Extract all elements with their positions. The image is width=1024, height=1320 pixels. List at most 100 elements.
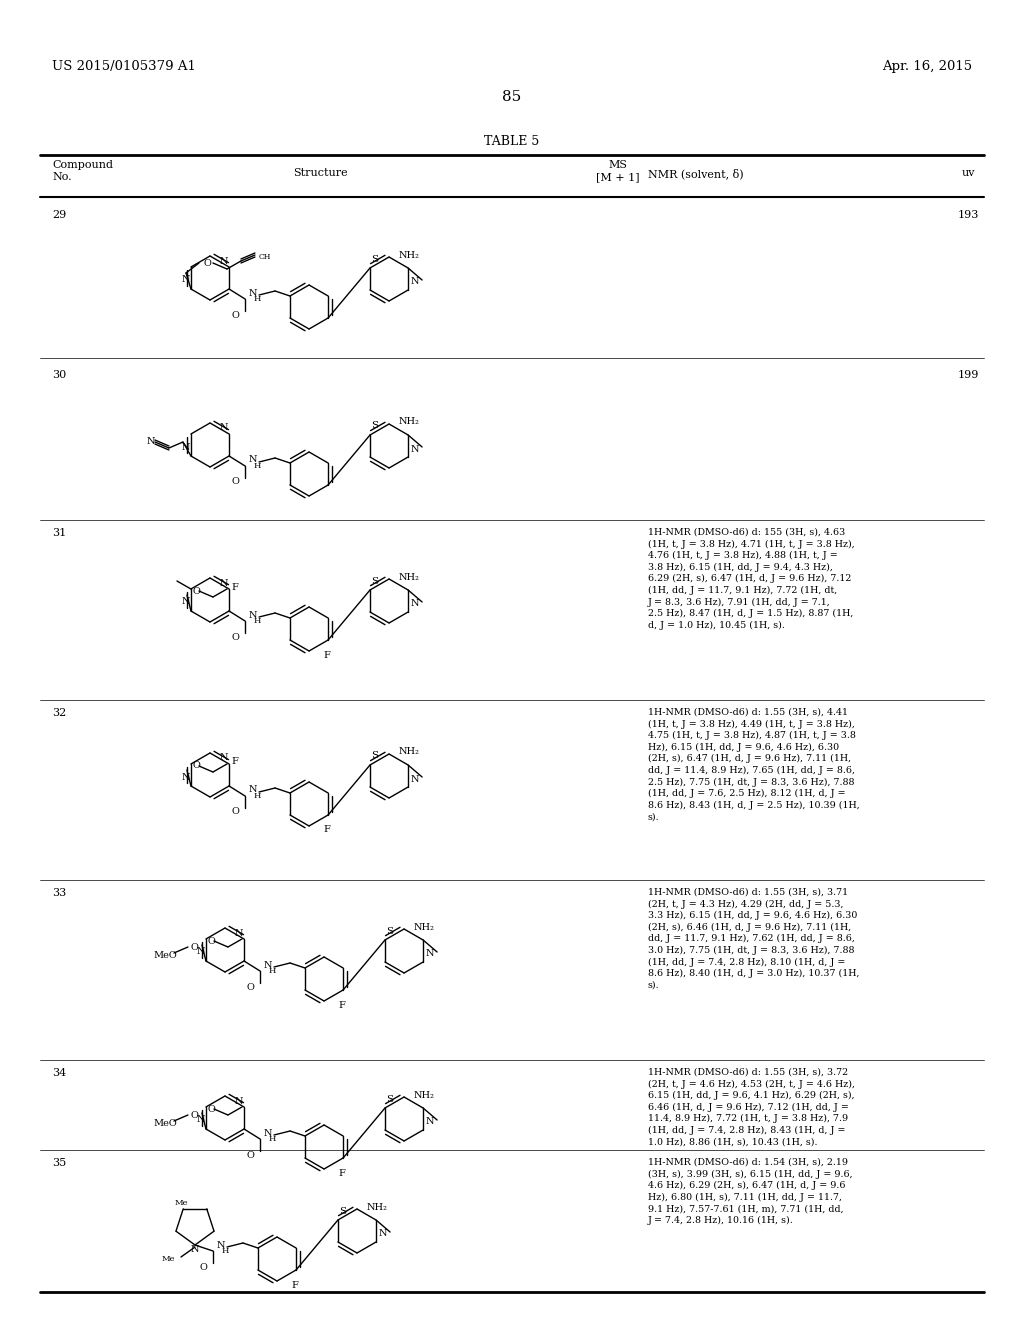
Text: O: O — [193, 586, 201, 595]
Text: N: N — [379, 1229, 387, 1238]
Text: 199: 199 — [957, 370, 979, 380]
Text: 34: 34 — [52, 1068, 67, 1078]
Text: N: N — [249, 785, 257, 795]
Text: CH: CH — [259, 253, 271, 261]
Text: F: F — [291, 1280, 298, 1290]
Text: Apr. 16, 2015: Apr. 16, 2015 — [882, 59, 972, 73]
Text: NH₂: NH₂ — [399, 251, 420, 260]
Text: No.: No. — [52, 172, 72, 182]
Text: N: N — [220, 424, 228, 433]
Text: O: O — [208, 1105, 216, 1114]
Text: Me: Me — [174, 1199, 187, 1206]
Text: MeO: MeO — [154, 1118, 178, 1127]
Text: H: H — [253, 462, 261, 470]
Text: N: N — [234, 928, 244, 937]
Text: H: H — [253, 792, 261, 800]
Text: N: N — [264, 1129, 272, 1138]
Text: 30: 30 — [52, 370, 67, 380]
Text: Compound: Compound — [52, 160, 113, 170]
Text: S: S — [372, 421, 379, 430]
Text: N: N — [197, 948, 205, 957]
Text: N: N — [197, 1115, 205, 1125]
Text: NMR (solvent, δ): NMR (solvent, δ) — [648, 168, 743, 178]
Text: S: S — [372, 751, 379, 760]
Text: 1H-NMR (DMSO-d6) d: 1.54 (3H, s), 2.19
(3H, s), 3.99 (3H, s), 6.15 (1H, dd, J = : 1H-NMR (DMSO-d6) d: 1.54 (3H, s), 2.19 (… — [648, 1158, 853, 1225]
Text: N: N — [190, 1245, 200, 1254]
Text: N: N — [181, 772, 190, 781]
Text: N: N — [181, 442, 190, 451]
Text: uv: uv — [962, 168, 975, 178]
Text: 1H-NMR (DMSO-d6) d: 155 (3H, s), 4.63
(1H, t, J = 3.8 Hz), 4.71 (1H, t, J = 3.8 : 1H-NMR (DMSO-d6) d: 155 (3H, s), 4.63 (1… — [648, 528, 855, 630]
Text: N: N — [249, 455, 257, 465]
Text: H: H — [221, 1247, 228, 1255]
Text: F: F — [338, 1001, 345, 1010]
Text: N: N — [411, 277, 419, 286]
Text: 85: 85 — [503, 90, 521, 104]
Text: H: H — [268, 968, 275, 975]
Text: F: F — [231, 582, 238, 591]
Text: N: N — [220, 256, 228, 265]
Text: N: N — [411, 599, 419, 609]
Text: 193: 193 — [957, 210, 979, 220]
Text: TABLE 5: TABLE 5 — [484, 135, 540, 148]
Text: N: N — [181, 598, 190, 606]
Text: N: N — [426, 1118, 434, 1126]
Text: S: S — [386, 927, 393, 936]
Text: H: H — [253, 616, 261, 624]
Text: N: N — [264, 961, 272, 969]
Text: NH₂: NH₂ — [399, 747, 420, 756]
Text: 31: 31 — [52, 528, 67, 539]
Text: O: O — [246, 1151, 254, 1159]
Text: N: N — [181, 276, 190, 285]
Text: MeO: MeO — [154, 950, 178, 960]
Text: 1H-NMR (DMSO-d6) d: 1.55 (3H, s), 3.72
(2H, t, J = 4.6 Hz), 4.53 (2H, t, J = 4.6: 1H-NMR (DMSO-d6) d: 1.55 (3H, s), 3.72 (… — [648, 1068, 855, 1147]
Text: Structure: Structure — [293, 168, 347, 178]
Text: F: F — [231, 758, 238, 767]
Text: Me: Me — [162, 1255, 175, 1263]
Text: N: N — [220, 754, 228, 763]
Text: S: S — [372, 577, 379, 586]
Text: O: O — [231, 478, 239, 487]
Text: NH₂: NH₂ — [367, 1203, 388, 1212]
Text: 32: 32 — [52, 708, 67, 718]
Text: MS: MS — [608, 160, 628, 170]
Text: O: O — [246, 982, 254, 991]
Text: O: O — [203, 259, 211, 268]
Text: 35: 35 — [52, 1158, 67, 1168]
Text: N: N — [234, 1097, 244, 1106]
Text: F: F — [323, 651, 330, 660]
Text: N: N — [220, 578, 228, 587]
Text: O: O — [231, 632, 239, 642]
Text: N: N — [217, 1241, 225, 1250]
Text: N: N — [411, 775, 419, 784]
Text: O: O — [231, 310, 239, 319]
Text: S: S — [372, 255, 379, 264]
Text: N: N — [146, 437, 156, 446]
Text: [M + 1]: [M + 1] — [596, 172, 640, 182]
Text: O: O — [199, 1262, 207, 1271]
Text: O: O — [231, 808, 239, 817]
Text: N: N — [411, 445, 419, 454]
Text: 1H-NMR (DMSO-d6) d: 1.55 (3H, s), 3.71
(2H, t, J = 4.3 Hz), 4.29 (2H, dd, J = 5.: 1H-NMR (DMSO-d6) d: 1.55 (3H, s), 3.71 (… — [648, 888, 859, 990]
Text: N: N — [249, 610, 257, 619]
Text: 29: 29 — [52, 210, 67, 220]
Text: N: N — [426, 949, 434, 958]
Text: 33: 33 — [52, 888, 67, 898]
Text: NH₂: NH₂ — [414, 923, 435, 932]
Text: O: O — [208, 936, 216, 945]
Text: S: S — [386, 1094, 393, 1104]
Text: F: F — [338, 1168, 345, 1177]
Text: H: H — [268, 1135, 275, 1143]
Text: NH₂: NH₂ — [399, 417, 420, 426]
Text: H: H — [253, 294, 261, 304]
Text: O: O — [193, 762, 201, 771]
Text: N: N — [249, 289, 257, 297]
Text: O: O — [190, 942, 198, 952]
Text: NH₂: NH₂ — [399, 573, 420, 582]
Text: NH₂: NH₂ — [414, 1090, 435, 1100]
Text: S: S — [339, 1206, 346, 1216]
Text: F: F — [323, 825, 330, 834]
Text: US 2015/0105379 A1: US 2015/0105379 A1 — [52, 59, 196, 73]
Text: O: O — [190, 1110, 198, 1119]
Text: 1H-NMR (DMSO-d6) d: 1.55 (3H, s), 4.41
(1H, t, J = 3.8 Hz), 4.49 (1H, t, J = 3.8: 1H-NMR (DMSO-d6) d: 1.55 (3H, s), 4.41 (… — [648, 708, 860, 821]
